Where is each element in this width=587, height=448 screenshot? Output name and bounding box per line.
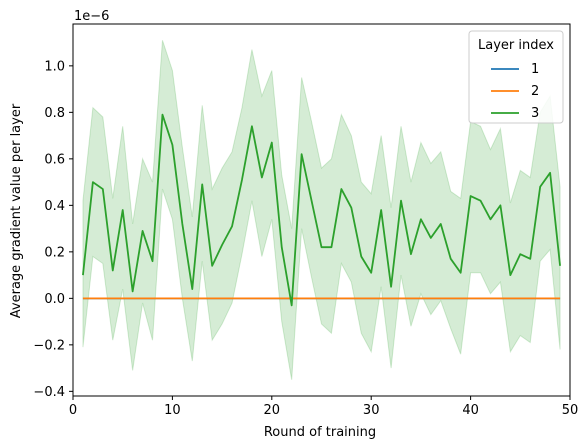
series-group [82,40,561,380]
series-line-3 [82,113,561,307]
x-axis-label: Round of training [264,425,376,440]
legend: Layer index 1 2 3 [468,30,564,124]
axes-frame [72,23,571,397]
y-tick-label: −0.4 [33,385,65,400]
x-tick-label: 40 [462,403,479,418]
scale-offset-text: 1e−6 [74,9,109,24]
y-axis-label: Average gradient value per layer [9,103,24,318]
confidence-band-series-3 [82,40,561,380]
y-tick-label: 0.6 [44,152,65,167]
y-tick-label: 1.0 [44,59,65,74]
x-tick-label: 20 [264,403,281,418]
legend-title: Layer index [478,38,554,53]
legend-entry-1: 1 [531,62,539,77]
x-tick-label: 30 [363,403,380,418]
plot-area: 0 10 20 30 40 50 −0.4 −0.2 0.0 0.2 0.4 0.6 0.8 1.0 Lay… [33,23,579,418]
legend-entry-2: 2 [531,84,539,99]
legend-box [468,30,564,124]
x-tick-label: 50 [562,403,579,418]
y-tick-label: 0.0 [44,292,65,307]
x-tick-label: 10 [164,403,181,418]
y-tick-label: 0.4 [44,199,65,214]
y-tick-label: 0.8 [44,106,65,121]
x-tick-label: 0 [69,403,77,418]
legend-entry-3: 3 [531,106,539,121]
y-tick-label: −0.2 [33,338,65,353]
y-tick-label: 0.2 [44,245,65,260]
